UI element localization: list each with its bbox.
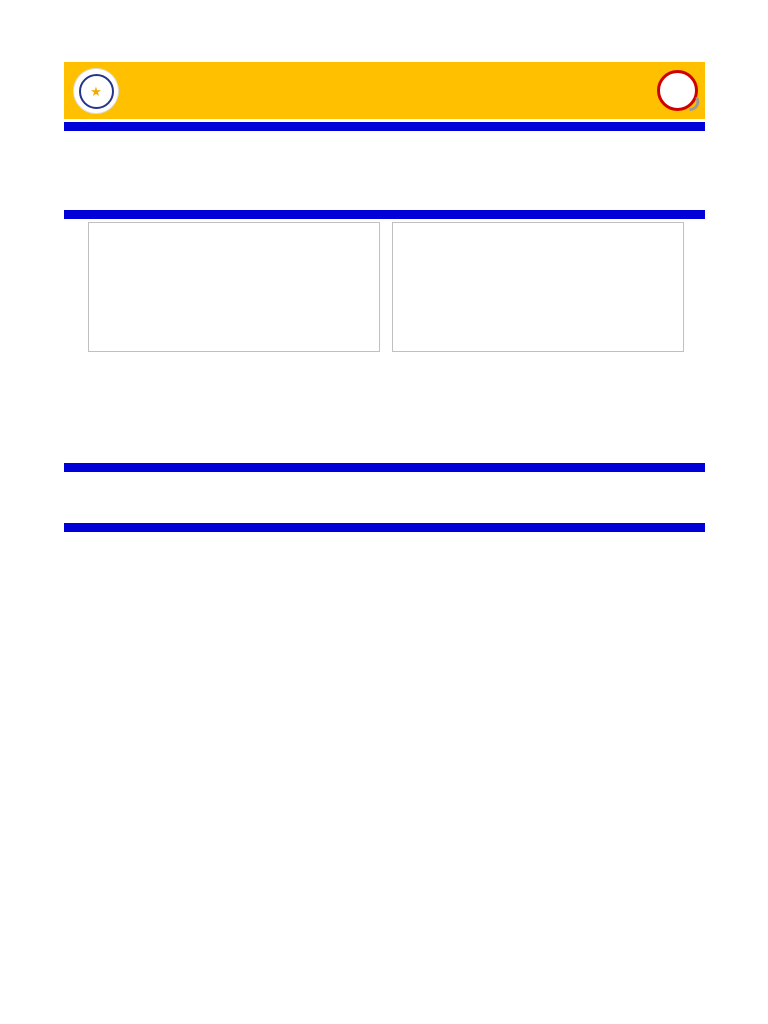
star-icon: ★ <box>90 83 102 99</box>
radar-plot <box>89 236 381 336</box>
section-bar-identitas <box>64 122 705 131</box>
logo-ring: ★ <box>78 73 114 109</box>
kemdikbud-logo: ★ <box>74 69 118 113</box>
section-bar-capaian-per-standar <box>64 210 705 219</box>
radar-chart-antar-tahun-box <box>392 222 684 352</box>
header-text-block <box>120 68 649 70</box>
section-bar-kategori-capaian <box>64 463 705 472</box>
pmp-logo <box>657 70 698 111</box>
section-bar-indikator <box>64 523 705 532</box>
report-header: ★ <box>64 62 705 119</box>
radar-chart-2019-box <box>88 222 380 352</box>
radar-plot <box>393 236 685 336</box>
indikator-table-header <box>64 532 705 547</box>
